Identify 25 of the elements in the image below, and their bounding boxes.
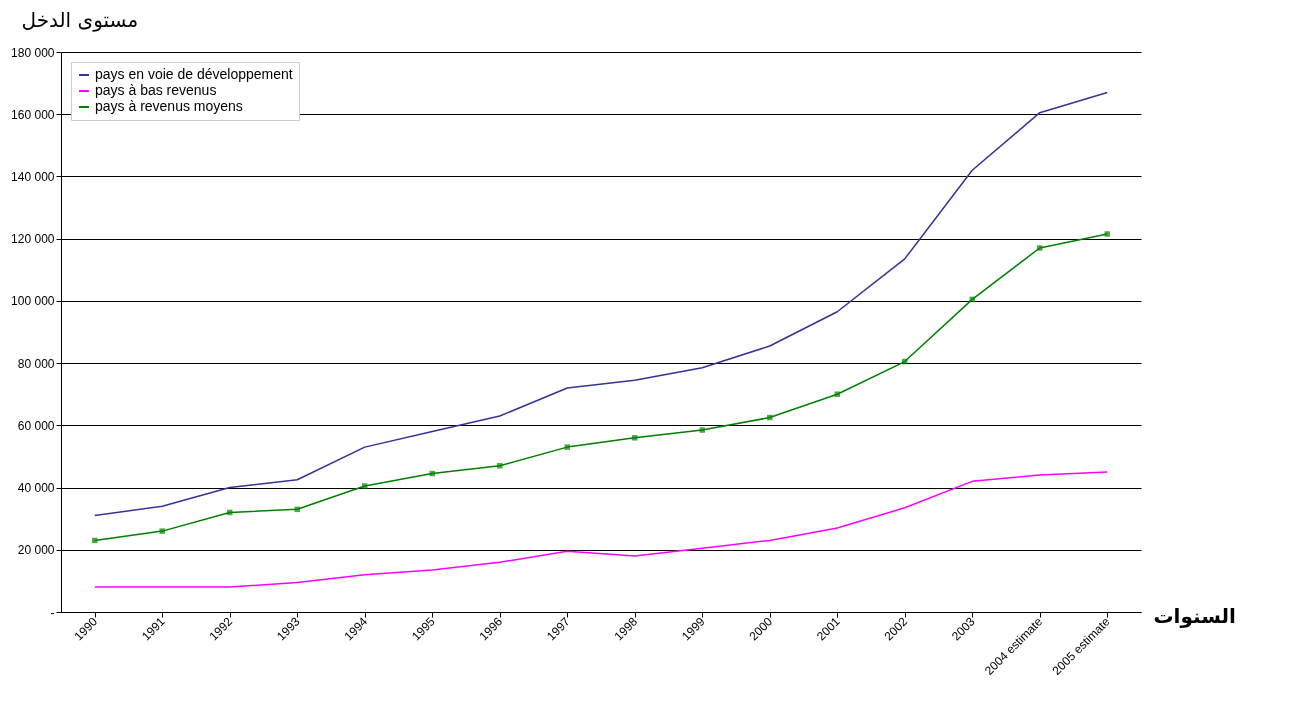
y-tick-label: 40 000: [17, 481, 55, 496]
line-series: [94, 471, 1108, 588]
y-tick-label: 120 000: [11, 232, 55, 247]
y-tick-label: 80 000: [17, 356, 55, 371]
y-tick-label: 100 000: [11, 294, 55, 309]
y-tick-label: 180 000: [11, 45, 55, 60]
legend-label: pays à bas revenus: [95, 82, 217, 98]
x-axis-title: السنوات: [1153, 603, 1236, 628]
y-tick-label: -: [50, 605, 55, 620]
y-tick-label: 60 000: [17, 418, 55, 433]
legend-label: pays en voie de développement: [95, 66, 293, 82]
y-tick-label: 160 000: [11, 107, 55, 122]
y-axis-title: مستوى الدخل: [21, 7, 139, 32]
point: [1037, 245, 1043, 251]
y-tick-label: 140 000: [11, 169, 55, 184]
point: [1104, 231, 1110, 237]
point: [834, 391, 840, 397]
point: [699, 427, 705, 433]
point: [564, 444, 570, 450]
y-tick-label: 20 000: [17, 543, 55, 558]
point: [497, 463, 503, 469]
point: [159, 528, 165, 534]
point: [632, 435, 638, 441]
point: [362, 483, 368, 489]
legend-label: pays à revenus moyens: [95, 98, 243, 114]
